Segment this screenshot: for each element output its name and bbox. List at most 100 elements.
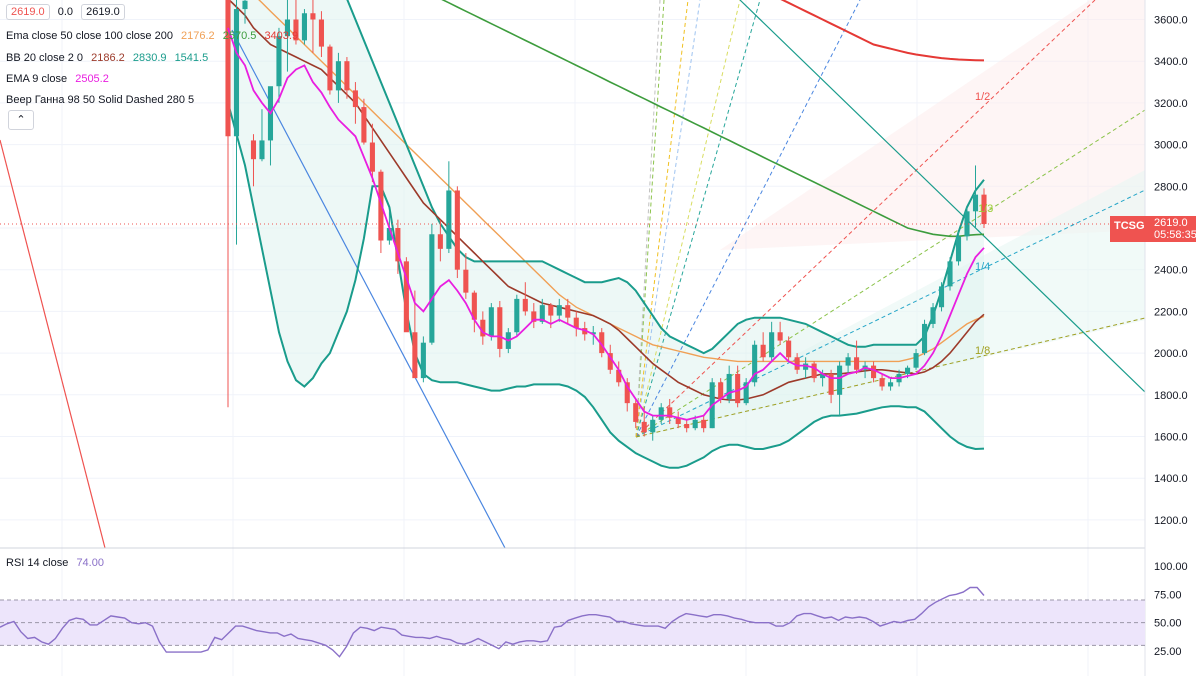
legend-gann[interactable]: Веер Ганна 98 50 Solid Dashed 280 5 (6, 94, 199, 106)
price-axis-label: 1600.0 (1154, 432, 1188, 444)
candle-body (352, 90, 358, 108)
price-axis-label: 1200.0 (1154, 515, 1188, 527)
candle-body (905, 367, 911, 374)
gann-fan-line (635, 0, 1096, 438)
rsi-line (0, 586, 985, 658)
candle-body (633, 403, 639, 422)
fan-label-eighth: 1/8 (975, 345, 991, 357)
candle-body (837, 365, 843, 395)
price-axis-label: 3200.0 (1154, 98, 1188, 110)
fan-label-quarter: 1/4 (975, 261, 991, 273)
legend-ema[interactable]: Ema close 50 close 100 close 200 2176.2 … (6, 30, 303, 42)
candle-body (735, 373, 741, 404)
change-value: 0.0 (57, 6, 74, 18)
last-price-tag: TCSG 2619.0 05:58:35 (1110, 216, 1197, 242)
price-axis-label: 2200.0 (1154, 306, 1188, 318)
candle-body (437, 234, 443, 249)
candle-body (955, 236, 962, 262)
candle-body (310, 13, 316, 20)
price-tag-symbol: TCSG (1114, 220, 1145, 232)
rsi-axis-label: 25.00 (1154, 646, 1182, 658)
candle-body (658, 407, 664, 420)
legend-ema9-label: EMA 9 close (6, 73, 68, 85)
ema100-line (441, 0, 985, 238)
price-tag-countdown: 05:58:35 (1154, 229, 1197, 241)
candle-body (938, 286, 945, 308)
candle-body (293, 19, 299, 41)
candle-body (964, 211, 970, 237)
candle-body (726, 373, 732, 399)
candle-body (624, 382, 630, 404)
candle-body (318, 19, 324, 47)
candle-body (718, 382, 724, 399)
candle-body (531, 311, 537, 322)
gann-fan-line (635, 0, 689, 438)
candle-body (284, 19, 291, 37)
candle-body (556, 305, 562, 316)
price-axis-label: 2000.0 (1154, 348, 1188, 360)
candle-body (369, 142, 375, 172)
legend-bb[interactable]: BB 20 close 2 0 2186.2 2830.9 1541.5 (6, 52, 213, 64)
candle-body (684, 423, 690, 429)
legend-rsi-value: 74.00 (76, 557, 104, 569)
candle-body (947, 261, 953, 287)
price-axis-label: 2800.0 (1154, 181, 1188, 193)
price-axis-label: 3000.0 (1154, 140, 1188, 152)
candle-body (344, 61, 350, 91)
candle-body (794, 357, 800, 370)
gann-fan-line (635, 0, 665, 438)
candle-body (259, 140, 265, 160)
candle-body (743, 382, 749, 404)
candle-body (497, 307, 503, 349)
candle-body (386, 228, 392, 241)
candle-body (641, 421, 647, 433)
candle-body (752, 344, 758, 383)
candle-body (522, 298, 528, 312)
candle-body (854, 357, 860, 370)
legend-ema9-value: 2505.2 (75, 73, 109, 85)
candle-body (667, 407, 673, 418)
candle-body (888, 382, 894, 387)
legend-rsi[interactable]: RSI 14 close 74.00 (6, 557, 109, 569)
fan-label-half: 1/2 (975, 91, 991, 103)
bb-upper-line (346, 0, 985, 355)
ema200-line (780, 0, 985, 62)
legend-ema-100-value: 2570.5 (222, 30, 257, 42)
fan-label-third: 1/3 (978, 203, 994, 215)
trendline-blue (231, 29, 506, 549)
price-axis-label: 3600.0 (1154, 15, 1188, 27)
candle-body (429, 234, 435, 343)
ema9-line (227, 27, 985, 421)
price-box[interactable]: 2619.0 (6, 4, 50, 20)
gann-fan-line (635, 0, 761, 438)
candle-body (607, 353, 613, 370)
candle-body (913, 353, 919, 368)
candle-body (565, 305, 571, 318)
candle-body (395, 228, 401, 262)
collapse-legend-button[interactable]: ⌃ (8, 110, 34, 130)
candle-body (871, 365, 877, 379)
candle-body (828, 373, 834, 395)
candle-body (650, 419, 656, 433)
candle-body (335, 61, 341, 91)
chevron-up-icon: ⌃ (16, 114, 26, 126)
legend-rsi-label: RSI 14 close (6, 557, 69, 569)
price-axis-label: 3400.0 (1154, 56, 1188, 68)
legend-ema-200-value: 3403.9 (264, 30, 299, 42)
candle-body (616, 369, 622, 383)
candle-body (233, 9, 240, 137)
candle-body (242, 0, 248, 10)
candle-body (786, 340, 792, 358)
candle-body (514, 298, 520, 333)
price-box-2[interactable]: 2619.0 (81, 4, 125, 20)
candle-body (845, 357, 851, 366)
candle-body (760, 344, 766, 358)
candle-body (276, 36, 282, 87)
legend-ema9[interactable]: EMA 9 close 2505.2 (6, 73, 114, 85)
candle-body (701, 419, 707, 429)
candle-body (327, 46, 333, 91)
candle-body (879, 378, 885, 387)
gann-fan-line (635, 0, 741, 438)
candle-body (548, 305, 554, 316)
rsi-axis-label: 50.00 (1154, 618, 1182, 630)
